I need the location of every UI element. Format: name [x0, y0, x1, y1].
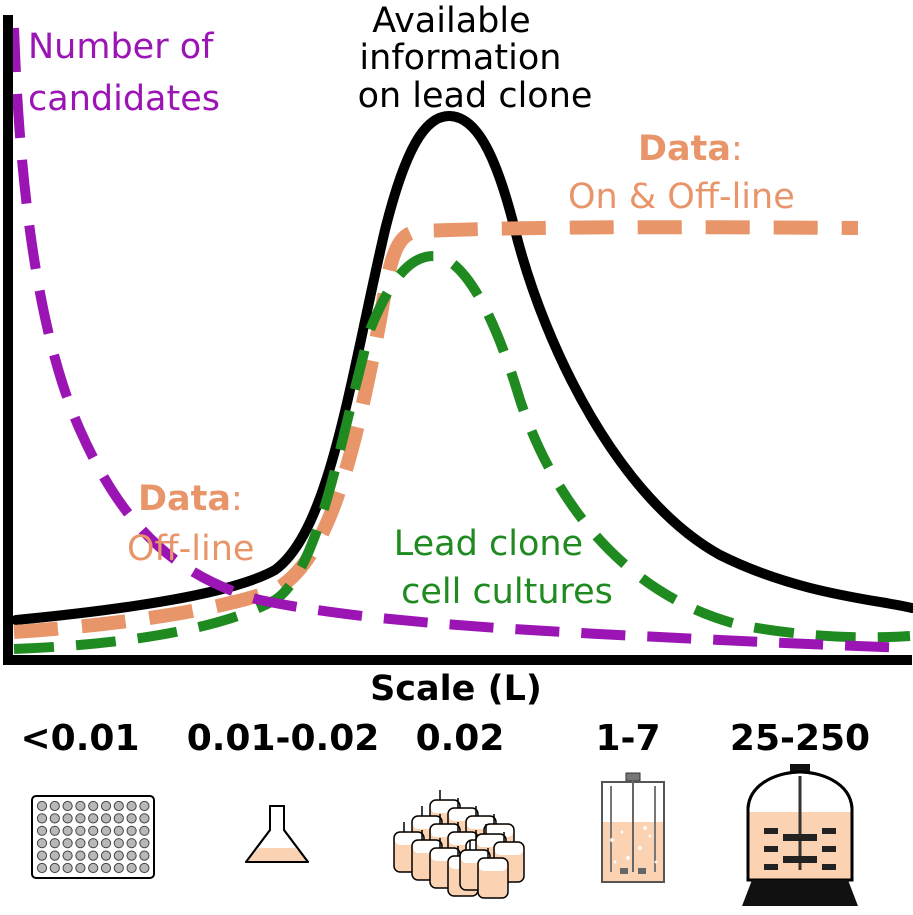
well — [100, 862, 112, 874]
well — [139, 825, 150, 836]
scale-labels: <0.01 0.01-0.02 0.02 1-7 25-250 — [21, 718, 871, 759]
well — [139, 850, 150, 861]
well — [62, 850, 73, 861]
well — [88, 838, 99, 849]
data-online-title: Data: — [638, 129, 743, 169]
scale-label-4: 1-7 — [595, 718, 660, 759]
scale-label-2: 0.01-0.02 — [187, 718, 380, 759]
number-of-candidates-label: Number of candidates — [28, 27, 225, 119]
well — [49, 850, 60, 861]
scale-label-5: 25-250 — [730, 718, 870, 759]
well — [100, 813, 112, 824]
well — [100, 838, 112, 849]
well — [100, 800, 112, 812]
well — [113, 825, 124, 836]
well — [36, 800, 48, 812]
data-online-subtitle: On & Off-line — [568, 177, 795, 217]
well — [100, 850, 112, 861]
well — [88, 850, 99, 861]
well — [75, 862, 86, 874]
well — [62, 838, 73, 849]
well — [88, 825, 99, 836]
well — [36, 862, 48, 874]
available-information-curve — [11, 111, 913, 625]
well — [126, 813, 137, 824]
well — [139, 800, 150, 812]
mini-bioreactor-vessel — [477, 848, 509, 899]
well — [49, 838, 60, 849]
well — [126, 825, 137, 836]
well — [75, 813, 86, 824]
well — [36, 813, 48, 824]
well — [75, 838, 86, 849]
lead-clone-label: Lead clone cell cultures — [394, 524, 613, 612]
data-curve — [13, 220, 859, 639]
well — [36, 838, 48, 849]
mini-bioreactor-array-icon — [393, 790, 525, 899]
well — [113, 862, 124, 874]
well — [75, 850, 86, 861]
well — [49, 862, 60, 874]
well — [62, 825, 73, 836]
data-offline-subtitle: Off-line — [127, 529, 254, 569]
well — [113, 813, 124, 824]
well — [36, 825, 48, 836]
well — [62, 862, 73, 874]
pilot-bioreactor-icon — [742, 764, 858, 906]
well — [88, 813, 99, 824]
well — [139, 862, 150, 874]
well — [139, 838, 150, 849]
well — [75, 800, 86, 812]
well — [49, 825, 60, 836]
x-axis-title: Scale (L) — [370, 669, 542, 709]
well-plate-icon — [31, 795, 155, 879]
well — [113, 838, 124, 849]
well — [88, 862, 99, 874]
well — [62, 800, 73, 812]
scale-label-1: <0.01 — [21, 718, 140, 759]
shake-flask-icon — [245, 805, 309, 863]
well — [113, 800, 124, 812]
number-of-candidates-curve — [9, 27, 907, 653]
well — [126, 862, 137, 874]
well — [100, 825, 112, 836]
scale-label-3: 0.02 — [416, 718, 505, 759]
well — [126, 850, 137, 861]
well — [62, 813, 73, 824]
data-offline-title: Data: — [138, 479, 243, 519]
well — [113, 850, 124, 861]
well — [139, 813, 150, 824]
well — [49, 800, 60, 812]
well — [75, 825, 86, 836]
benchtop-bioreactor-icon — [601, 772, 665, 883]
well — [49, 813, 60, 824]
well — [88, 800, 99, 812]
well — [36, 850, 48, 861]
well — [126, 838, 137, 849]
available-information-label: Available information on lead clone — [358, 1, 593, 116]
well — [126, 800, 137, 812]
